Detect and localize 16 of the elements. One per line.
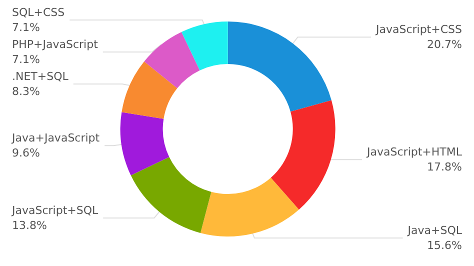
slice-label: .NET+SQL [12, 70, 70, 83]
slice-label: JavaScript+SQL [11, 204, 99, 217]
data-label: 13.8% [12, 218, 47, 232]
slice-label: SQL+CSS [12, 6, 65, 19]
data-label: 20.7% [427, 38, 462, 52]
slice-label: Java+JavaScript [11, 132, 100, 145]
data-label: 17.8% [427, 160, 462, 174]
data-label: 9.6% [12, 146, 40, 160]
slice-label: JavaScript+HTML [366, 146, 463, 159]
slice-label: JavaScript+CSS [374, 23, 462, 36]
data-label: 15.6% [427, 239, 462, 252]
slice-label: PHP+JavaScript [12, 38, 99, 51]
data-label: 7.1% [12, 21, 40, 34]
slice-label: Java+SQL [406, 224, 463, 237]
data-label: 8.3% [12, 85, 40, 98]
data-label: 7.1% [12, 53, 40, 66]
